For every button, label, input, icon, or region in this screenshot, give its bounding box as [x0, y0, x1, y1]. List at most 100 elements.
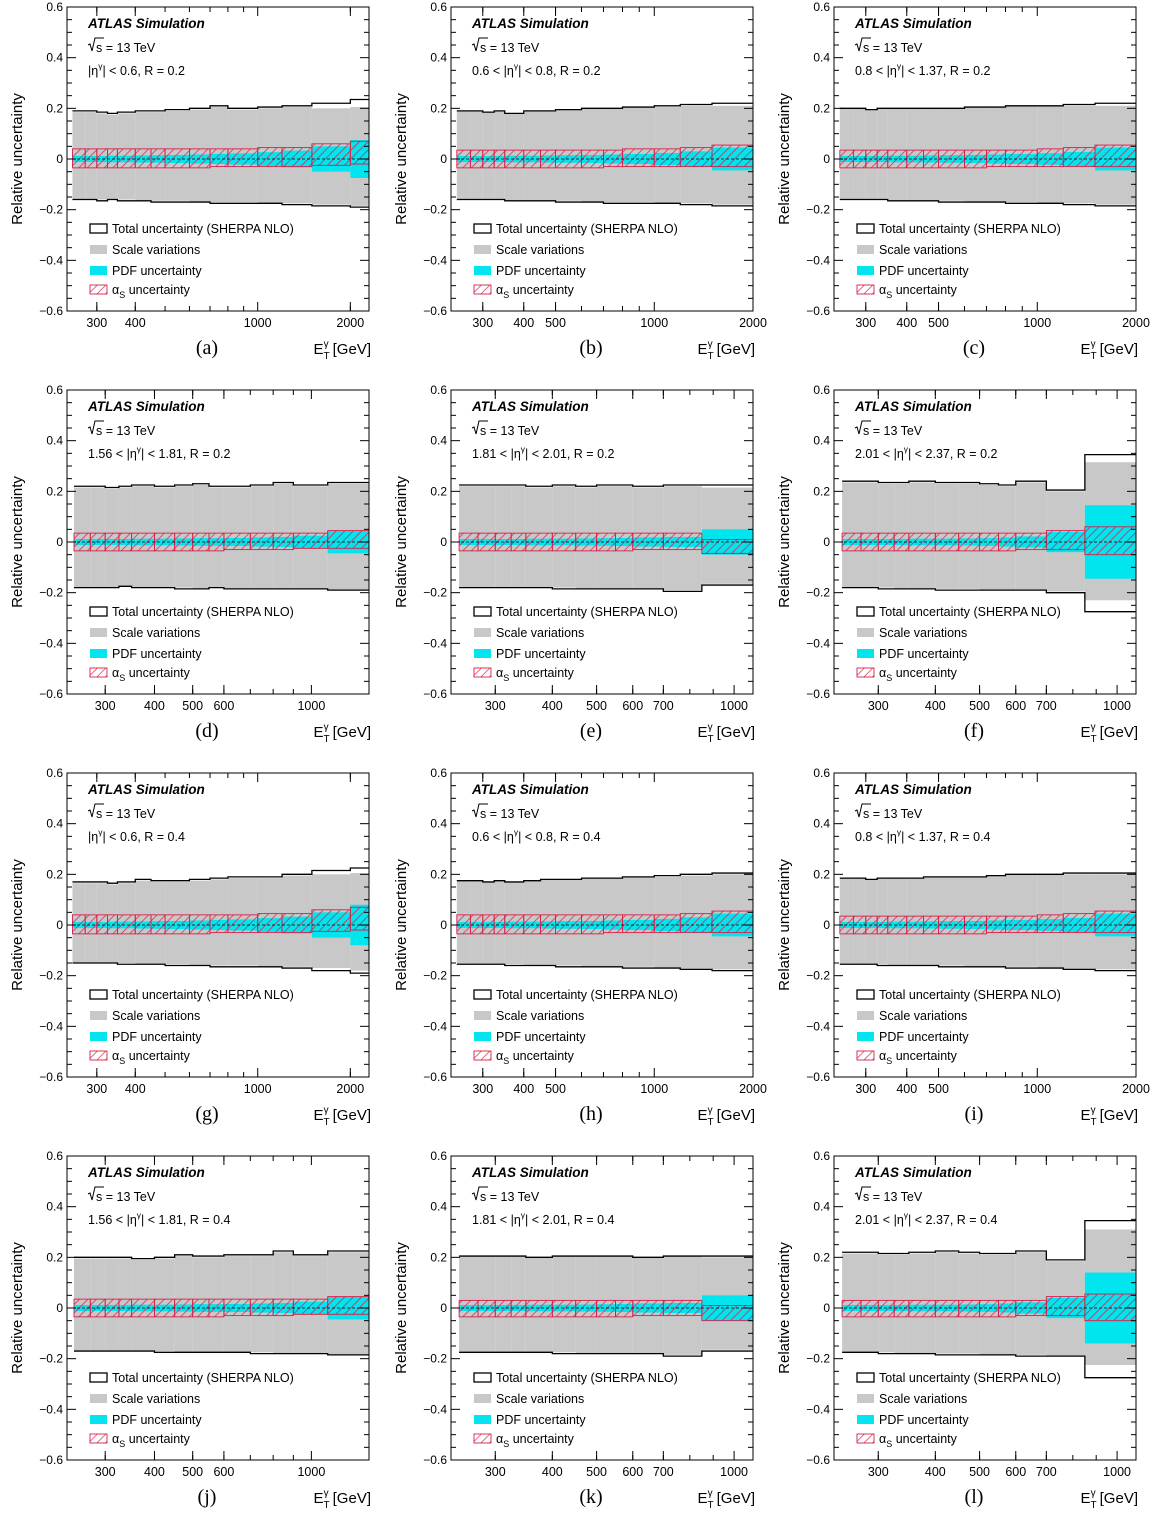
legend-swatch-total	[856, 1372, 875, 1383]
x-tick-label: 300	[472, 1082, 493, 1096]
alpha-s-band-bin	[223, 1298, 251, 1317]
legend-swatch-scale	[474, 628, 491, 637]
x-tick-label: 1000	[720, 699, 748, 713]
legend-swatch-pdf	[90, 266, 107, 275]
total-uncertainty-line	[72, 867, 369, 884]
chart-panel-i: 0.6 0.4 0.2 0 −0.2 −0.4 −0.6 300 400 500 1000 2000 R…	[767, 766, 1151, 1149]
plot-area	[67, 867, 369, 974]
y-tick-label: 0.2	[430, 101, 447, 115]
alpha-s-band-bin	[311, 143, 351, 166]
x-axis-label: ETγ [GeV]	[314, 339, 371, 362]
alpha-s-band-bin	[622, 148, 655, 168]
experiment-label: ATLAS Simulation	[87, 1165, 205, 1180]
alpha-s-band-bin	[555, 914, 582, 935]
x-tick-label: 400	[896, 1082, 917, 1096]
alpha-s-band-bin	[860, 1299, 879, 1318]
total-uncertainty-line	[456, 102, 753, 115]
legend-swatch-total	[856, 223, 875, 234]
y-axis-label: Relative uncertainty	[9, 93, 26, 225]
y-tick-label: 0.6	[46, 766, 63, 780]
chart-svg-i: 0.6 0.4 0.2 0 −0.2 −0.4 −0.6 300 400 500 1000 2000 R…	[776, 766, 1150, 1128]
total-uncertainty-line	[842, 1219, 1136, 1261]
legend-label: Scale variations	[112, 243, 200, 257]
legend-label: αS uncertainty	[496, 666, 575, 683]
x-tick-label: 2000	[739, 316, 767, 330]
y-tick-label: 0.6	[430, 383, 447, 397]
x-tick-label: 400	[125, 316, 146, 330]
x-tick-label: 1000	[640, 316, 668, 330]
x-tick-label: 500	[545, 316, 566, 330]
energy-label: s = 13 TeV	[480, 1190, 540, 1204]
y-tick-label: 0.4	[46, 434, 63, 448]
energy-label: s = 13 TeV	[863, 424, 923, 438]
x-tick-label: 1000	[297, 1465, 325, 1479]
x-tick-label: 300	[472, 316, 493, 330]
legend-swatch-total	[473, 223, 492, 234]
alpha-s-band-bin	[510, 1299, 527, 1318]
energy-label: s = 13 TeV	[480, 807, 540, 821]
alpha-s-band-bin	[1036, 914, 1064, 934]
legend: Total uncertainty (SHERPA NLO) Scale vari…	[473, 1371, 678, 1449]
x-tick-label: 300	[95, 699, 116, 713]
plot-area	[67, 98, 369, 208]
y-tick-label: 0	[56, 918, 63, 932]
legend-swatch-scale	[857, 245, 874, 254]
chart-svg-b: 0.6 0.4 0.2 0 −0.2 −0.4 −0.6 300 400 500 1000 2000 R…	[393, 0, 767, 362]
x-tick-label: 300	[855, 1082, 876, 1096]
legend-swatch-pdf	[857, 1415, 874, 1424]
legend-label: αS uncertainty	[879, 1432, 958, 1449]
alpha-s-band-bin	[596, 1299, 616, 1318]
y-tick-label: 0.4	[813, 434, 830, 448]
alpha-s-band-bin	[208, 1298, 225, 1318]
x-tick-label: 500	[928, 316, 949, 330]
legend-label: Total uncertainty (SHERPA NLO)	[879, 222, 1061, 236]
y-tick-label: −0.6	[806, 687, 830, 701]
legend-swatch-pdf	[90, 649, 107, 658]
alpha-s-band-bin	[1062, 147, 1096, 168]
y-tick-label: 0.4	[813, 1200, 830, 1214]
y-axis-label: Relative uncertainty	[776, 93, 793, 225]
x-axis-label: ETγ [GeV]	[1081, 1488, 1138, 1511]
panel-label: (k)	[579, 1486, 602, 1508]
alpha-s-band-bin	[272, 532, 294, 551]
y-tick-label: −0.4	[423, 1019, 447, 1033]
x-tick-label: 500	[586, 1465, 607, 1479]
legend-swatch-alpha-s	[89, 284, 108, 295]
y-tick-label: −0.6	[806, 1070, 830, 1084]
x-tick-label: 300	[868, 699, 889, 713]
total-uncertainty-line	[72, 98, 369, 115]
x-tick-label: 400	[513, 316, 534, 330]
legend: Total uncertainty (SHERPA NLO) Scale vari…	[473, 605, 678, 683]
y-tick-label: −0.2	[423, 1352, 447, 1366]
y-tick-label: −0.4	[806, 1402, 830, 1416]
chart-svg-k: 0.6 0.4 0.2 0 −0.2 −0.4 −0.6 300 400 500 600 700 100…	[393, 1149, 755, 1511]
alpha-s-band-bin	[72, 148, 86, 169]
alpha-s-band-bin	[164, 914, 190, 935]
legend-label: Total uncertainty (SHERPA NLO)	[496, 222, 678, 236]
x-tick-label: 2000	[1122, 1082, 1150, 1096]
alpha-s-band-bin	[893, 1299, 910, 1318]
alpha-s-band-bin	[116, 914, 136, 935]
total-uncertainty-line	[839, 963, 1136, 972]
alpha-s-band-bin	[227, 148, 259, 168]
x-tick-label: 600	[1005, 1465, 1026, 1479]
y-tick-label: 0.4	[46, 51, 63, 65]
y-tick-label: 0	[56, 535, 63, 549]
chart-svg-f: 0.6 0.4 0.2 0 −0.2 −0.4 −0.6 300 400 500 600 700 100…	[776, 383, 1138, 745]
y-tick-label: 0.4	[46, 1200, 63, 1214]
legend-swatch-total	[856, 989, 875, 1000]
x-axis-label: ETγ [GeV]	[698, 1488, 755, 1511]
x-tick-label: 300	[855, 316, 876, 330]
y-tick-label: −0.2	[39, 969, 63, 983]
y-tick-label: 0.6	[430, 0, 447, 14]
legend-swatch-scale	[90, 245, 107, 254]
alpha-s-band-bin	[150, 914, 166, 935]
legend-label: Total uncertainty (SHERPA NLO)	[112, 605, 294, 619]
total-uncertainty-line	[73, 1250, 369, 1260]
y-tick-label: 0	[823, 918, 830, 932]
alpha-s-band-bin	[679, 913, 713, 934]
total-uncertainty-line	[842, 453, 1136, 491]
legend-swatch-alpha-s	[473, 1050, 492, 1061]
total-uncertainty-line	[73, 481, 369, 489]
legend-swatch-pdf	[857, 1032, 874, 1041]
